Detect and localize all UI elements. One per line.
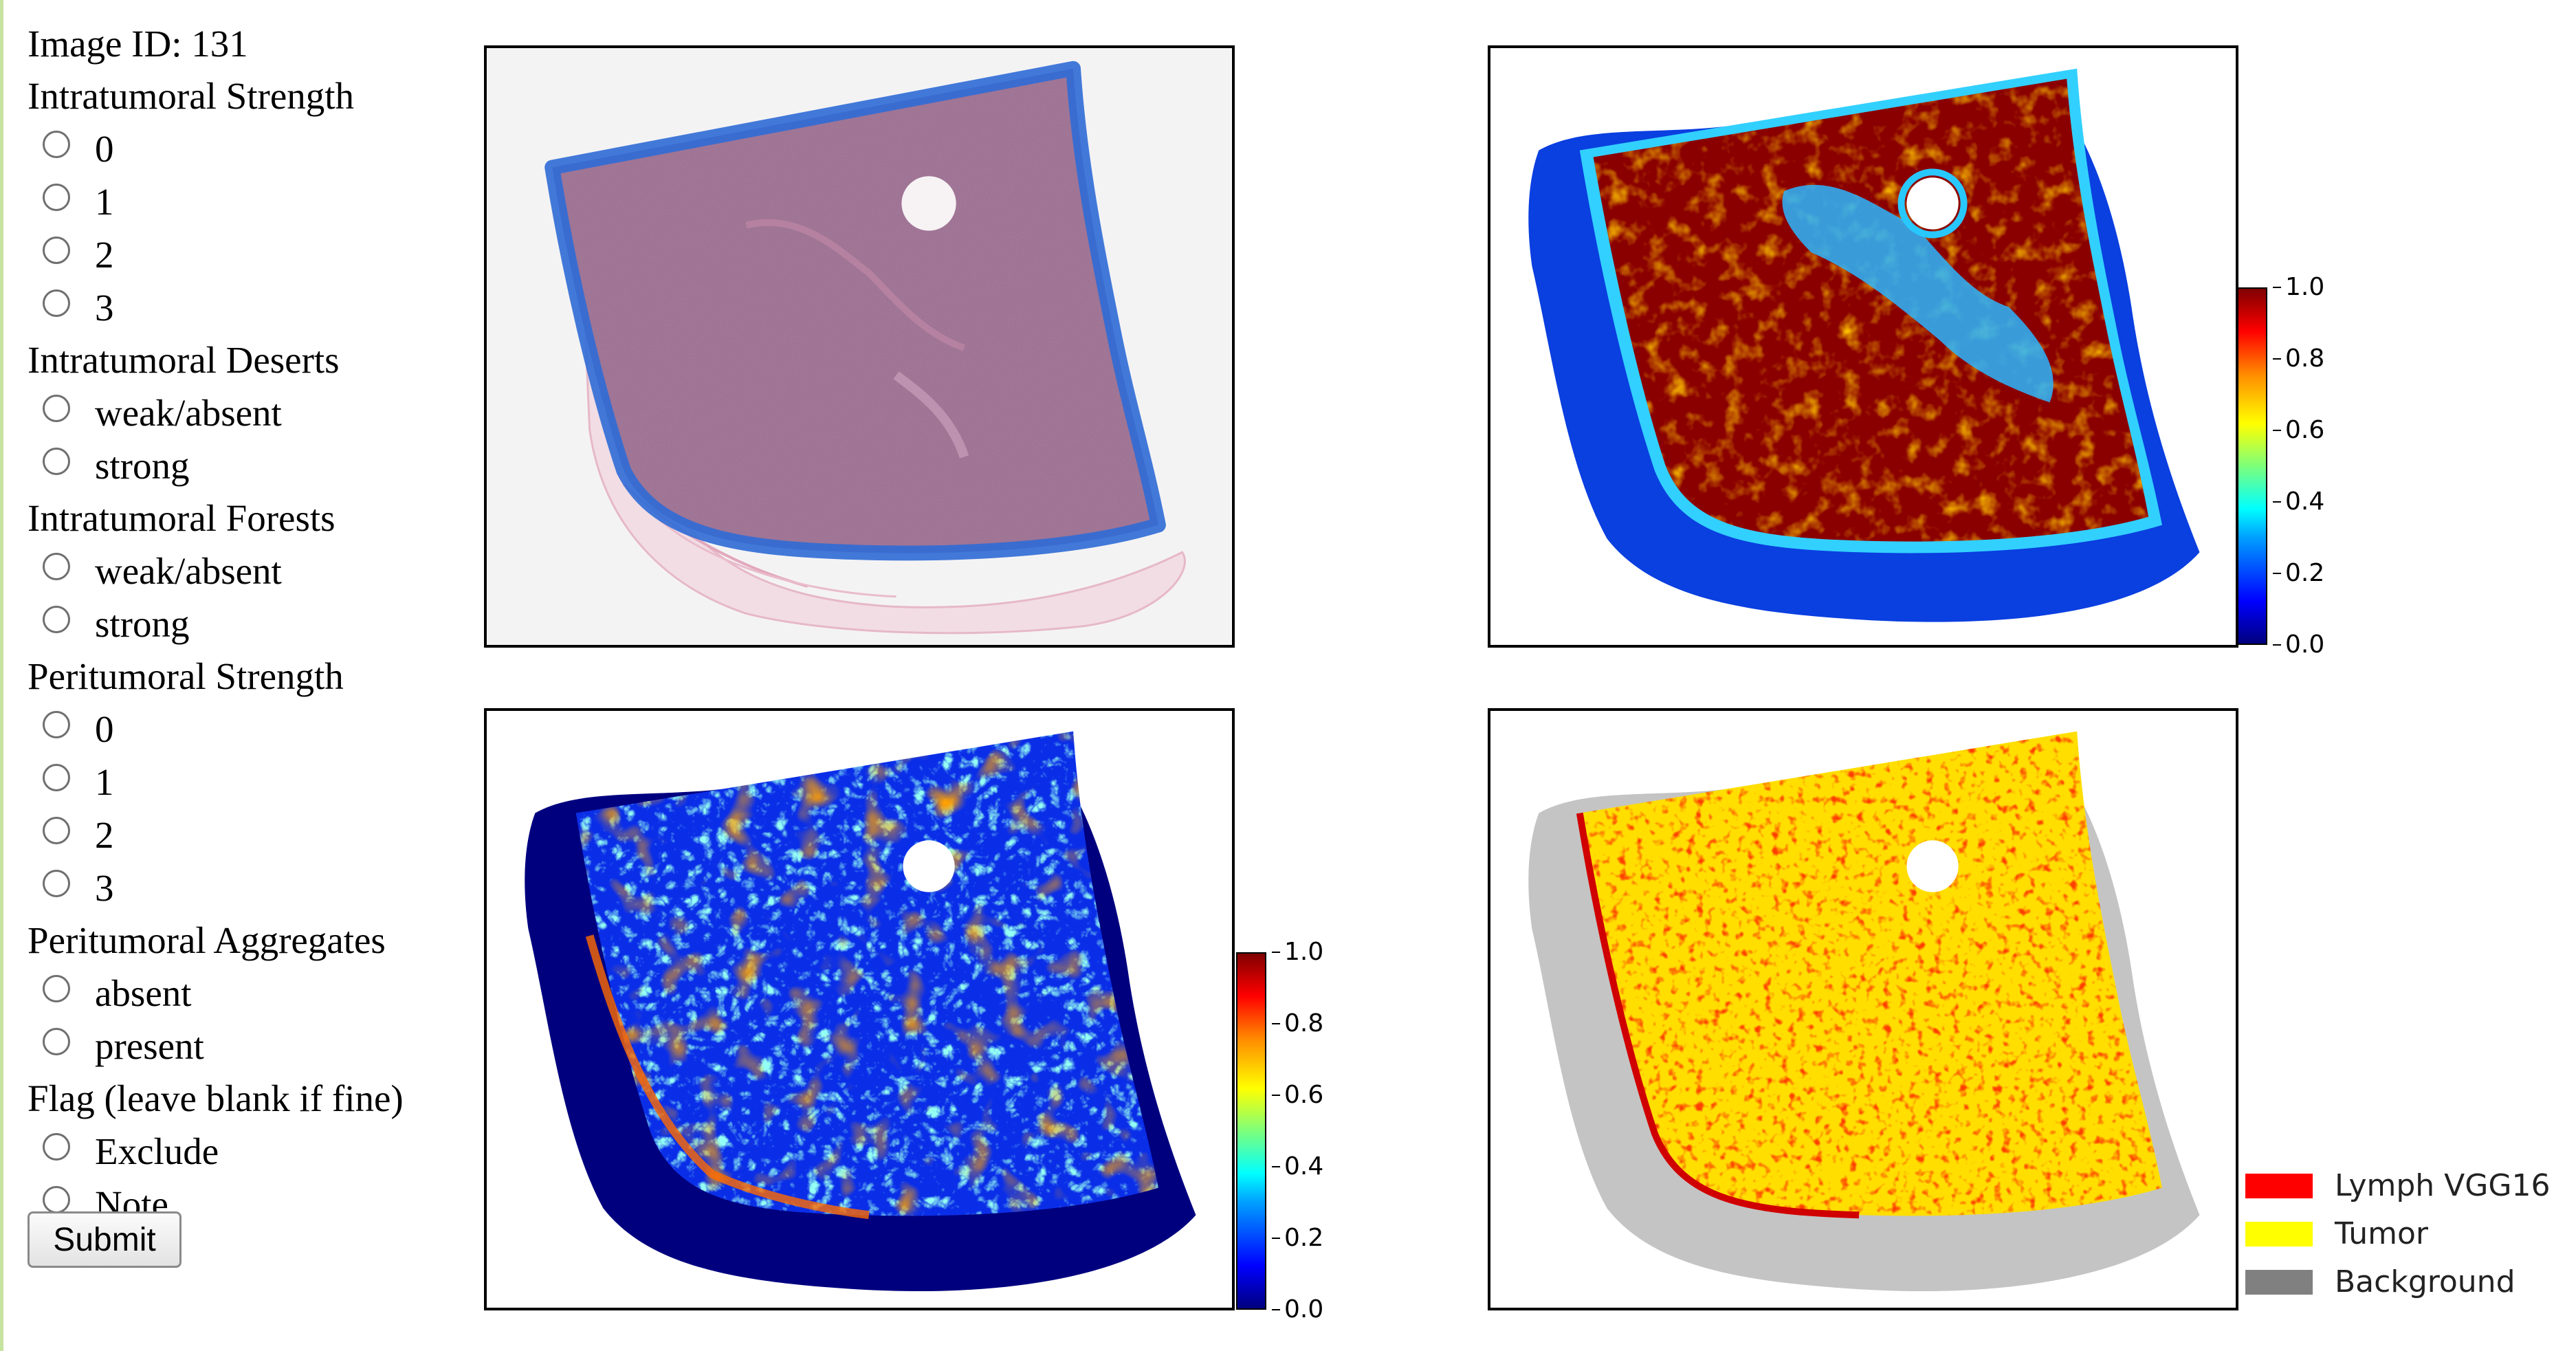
lymph-heatmap-image xyxy=(487,711,1232,1308)
section-title: Peritumoral Strength xyxy=(27,655,344,697)
radio-button[interactable] xyxy=(43,817,70,844)
radio-label: 2 xyxy=(95,814,114,856)
radio-button[interactable] xyxy=(43,131,70,158)
segmentation-image xyxy=(1490,711,2236,1308)
colorbar-tick-label: 0.6 xyxy=(1271,1081,1324,1109)
radio-label: present xyxy=(95,1025,204,1067)
tumor-heatmap-panel xyxy=(1488,45,2238,648)
radio-button[interactable] xyxy=(43,870,70,897)
colorbar-tick-label: 1.0 xyxy=(1271,938,1324,966)
section-title: Intratumoral Forests xyxy=(27,497,335,539)
radio-label: 2 xyxy=(95,234,114,276)
radio-button[interactable] xyxy=(43,1186,70,1213)
radio-label: weak/absent xyxy=(95,550,282,592)
submit-button[interactable]: Submit xyxy=(27,1211,181,1268)
legend-swatch xyxy=(2245,1222,2313,1246)
image-id-label: Image ID: 131 xyxy=(27,23,248,65)
colorbar-tick-label: 0.2 xyxy=(2272,559,2325,587)
radio-label: weak/absent xyxy=(95,392,282,434)
radio-button[interactable] xyxy=(43,606,70,633)
radio-option[interactable]: weak/absent xyxy=(27,545,467,597)
colorbar-tick-label: 0.4 xyxy=(2272,487,2325,516)
section-title: Intratumoral Strength xyxy=(27,75,355,117)
radio-option[interactable]: 1 xyxy=(27,175,467,228)
section-title: Peritumoral Aggregates xyxy=(27,919,386,961)
annotation-outline xyxy=(544,61,1166,561)
radio-label: absent xyxy=(95,972,192,1014)
radio-option[interactable]: present xyxy=(27,1020,467,1073)
radio-button[interactable] xyxy=(43,711,70,738)
colorbar-tumor xyxy=(2237,287,2267,645)
radio-button[interactable] xyxy=(43,1028,70,1055)
radio-option[interactable]: Exclude xyxy=(27,1125,467,1178)
radio-button[interactable] xyxy=(43,289,70,317)
radio-button[interactable] xyxy=(43,448,70,475)
radio-option[interactable]: 3 xyxy=(27,281,467,334)
radio-button[interactable] xyxy=(43,237,70,264)
radio-option[interactable]: absent xyxy=(27,967,467,1020)
radio-option[interactable]: 2 xyxy=(27,228,467,281)
radio-option[interactable]: strong xyxy=(27,439,467,492)
radio-label: 0 xyxy=(95,128,114,170)
he-slide-image xyxy=(487,48,1232,645)
colorbar-tick-label: 0.0 xyxy=(2272,630,2325,659)
section-title: Intratumoral Deserts xyxy=(27,339,340,381)
he-slide-panel xyxy=(484,45,1235,648)
radio-option[interactable]: 0 xyxy=(27,122,467,175)
colorbar-tick-label: 0.0 xyxy=(1271,1295,1324,1323)
left-border xyxy=(0,0,3,1351)
radio-option[interactable]: 2 xyxy=(27,809,467,861)
radio-label: 3 xyxy=(95,867,114,909)
colorbar-lymph xyxy=(1236,952,1266,1310)
legend-label: Lymph VGG16 xyxy=(2335,1168,2551,1203)
radio-option[interactable]: strong xyxy=(27,597,467,650)
colorbar-tick-label: 0.4 xyxy=(1271,1152,1324,1180)
colorbar-tick-label: 0.8 xyxy=(2272,344,2325,373)
annotation-form: Image ID: 131 Intratumoral Strength 0 1 2 3 I… xyxy=(27,18,467,1231)
radio-label: 3 xyxy=(95,287,114,329)
legend-label: Background xyxy=(2335,1264,2516,1299)
radio-button[interactable] xyxy=(43,184,70,211)
legend-label: Tumor xyxy=(2335,1216,2428,1251)
radio-option[interactable]: weak/absent xyxy=(27,386,467,439)
colorbar-tick-label: 0.8 xyxy=(1271,1009,1324,1037)
radio-label: Exclude xyxy=(95,1130,219,1172)
lymph-heatmap-panel xyxy=(484,708,1235,1310)
colorbar-tick-label: 0.6 xyxy=(2272,416,2325,444)
tumor-heatmap-image xyxy=(1490,48,2236,645)
radio-label: 1 xyxy=(95,181,114,223)
colorbar-tick-label: 0.2 xyxy=(1271,1224,1324,1252)
radio-button[interactable] xyxy=(43,764,70,791)
colorbar-tick-label: 1.0 xyxy=(2272,273,2325,301)
radio-label: strong xyxy=(95,603,190,645)
section-title: Flag (leave blank if fine) xyxy=(27,1077,404,1119)
radio-label: strong xyxy=(95,445,190,487)
radio-option[interactable]: 0 xyxy=(27,703,467,756)
legend-swatch xyxy=(2245,1174,2313,1198)
radio-button[interactable] xyxy=(43,395,70,422)
radio-button[interactable] xyxy=(43,1133,70,1161)
radio-option[interactable]: 1 xyxy=(27,756,467,809)
legend-swatch xyxy=(2245,1270,2313,1295)
radio-label: 1 xyxy=(95,761,114,803)
radio-button[interactable] xyxy=(43,553,70,580)
radio-button[interactable] xyxy=(43,975,70,1002)
segmentation-panel xyxy=(1488,708,2238,1310)
radio-option[interactable]: 3 xyxy=(27,861,467,914)
radio-label: 0 xyxy=(95,708,114,750)
